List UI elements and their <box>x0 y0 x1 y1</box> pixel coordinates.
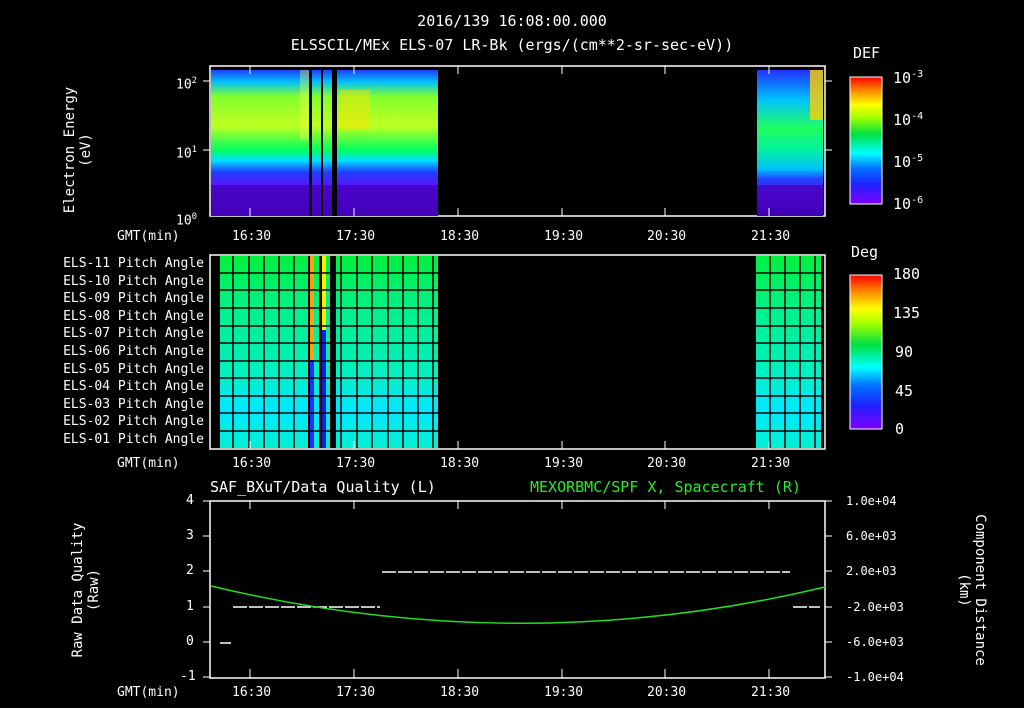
panel2-xlabel: GMT(min) <box>117 456 180 471</box>
row-label: ELS-06 Pitch Angle <box>63 343 204 359</box>
energy-tick-10: 101 <box>176 145 198 162</box>
def-tick-1e-3: 10-3 <box>893 69 924 87</box>
energy-axis-title: Electron Energy <box>62 86 78 214</box>
energy-tick-100: 102 <box>176 76 198 93</box>
row-label: ELS-02 Pitch Angle <box>63 414 204 430</box>
dq-tick-neg1: -1 <box>180 669 196 684</box>
distance-axis-label: Component Distance (km) <box>952 500 988 680</box>
xtick-1930: 19:30 <box>544 229 584 244</box>
deg-tick-45: 45 <box>895 382 914 400</box>
deg-tick-0: 0 <box>895 420 905 438</box>
xtick-2030: 20:30 <box>647 685 687 700</box>
deg-colorbar-title: Deg <box>851 243 879 261</box>
dq-tick-4: 4 <box>186 493 194 508</box>
deg-tick-180: 180 <box>893 265 921 283</box>
dist-tick-6e3: 6.0e+03 <box>846 529 897 543</box>
xtick-1630: 16:30 <box>232 229 272 244</box>
def-tick-1e-6: 10-6 <box>893 195 924 213</box>
panel1-xlabel: GMT(min) <box>117 229 180 244</box>
xtick-2130: 21:30 <box>751 229 791 244</box>
xtick-1630: 16:30 <box>232 456 272 471</box>
xtick-2130: 21:30 <box>751 685 791 700</box>
xtick-1930: 19:30 <box>544 685 584 700</box>
energy-tick-1: 100 <box>176 212 198 229</box>
row-label: ELS-04 Pitch Angle <box>63 379 204 395</box>
def-tick-1e-5: 10-5 <box>893 153 924 171</box>
dq-tick-3: 3 <box>186 528 194 543</box>
row-label: ELS-01 Pitch Angle <box>63 431 204 447</box>
def-colorbar-title: DEF <box>853 44 881 62</box>
panel3-xlabel: GMT(min) <box>117 685 180 700</box>
energy-axis-units: (eV) <box>78 133 94 167</box>
dist-tick-neg6e3: -6.0e+03 <box>846 635 904 649</box>
plot-timestamp: 2016/139 16:08:00.000 <box>417 12 607 30</box>
xtick-1730: 17:30 <box>336 685 376 700</box>
xtick-1830: 18:30 <box>440 685 480 700</box>
dist-tick-2e3: 2.0e+03 <box>846 564 897 578</box>
dq-tick-2: 2 <box>186 563 194 578</box>
row-label: ELS-11 Pitch Angle <box>63 256 204 271</box>
xtick-2030: 20:30 <box>647 456 687 471</box>
dq-tick-1: 1 <box>186 599 194 614</box>
row-label: ELS-08 Pitch Angle <box>63 308 204 324</box>
row-label: ELS-10 Pitch Angle <box>63 273 204 289</box>
dist-tick-1e4: 1.0e+04 <box>846 494 897 508</box>
row-label: ELS-03 Pitch Angle <box>63 396 204 412</box>
xtick-1630: 16:30 <box>232 685 272 700</box>
xtick-1830: 18:30 <box>440 229 480 244</box>
panel3-left-title: SAF_BXuT/Data Quality (L) <box>210 478 436 496</box>
dist-tick-neg1e4: -1.0e+04 <box>846 670 904 684</box>
row-label: ELS-09 Pitch Angle <box>63 291 204 307</box>
plot-subtitle: ELSSCIL/MEx ELS-07 LR-Bk (ergs/(cm**2-sr… <box>290 36 734 54</box>
xtick-1830: 18:30 <box>440 456 480 471</box>
xtick-1930: 19:30 <box>544 456 584 471</box>
panel3-right-title: MEXORBMC/SPF X, Spacecraft (R) <box>530 478 801 496</box>
deg-tick-135: 135 <box>893 304 921 322</box>
data-quality-axis-title: Raw Data Quality <box>70 522 86 658</box>
dq-tick-0: 0 <box>186 634 194 649</box>
xtick-2130: 21:30 <box>751 456 791 471</box>
pitch-angle-row-labels: ELS-11 Pitch Angle ELS-10 Pitch Angle EL… <box>40 257 204 451</box>
data-quality-axis-label: Raw Data Quality (Raw) <box>70 510 106 670</box>
row-label: ELS-05 Pitch Angle <box>63 361 204 377</box>
distance-axis-units: (km) <box>956 573 972 607</box>
dist-tick-neg2e3: -2.0e+03 <box>846 600 904 614</box>
xtick-1730: 17:30 <box>336 229 376 244</box>
data-quality-axis-units: (Raw) <box>86 568 102 612</box>
distance-axis-title: Component Distance <box>972 514 988 666</box>
energy-axis-label: Electron Energy (eV) <box>62 80 98 220</box>
xtick-2030: 20:30 <box>647 229 687 244</box>
xtick-1730: 17:30 <box>336 456 376 471</box>
row-label: ELS-07 Pitch Angle <box>63 326 204 342</box>
def-tick-1e-4: 10-4 <box>893 111 924 129</box>
deg-tick-90: 90 <box>895 343 914 361</box>
